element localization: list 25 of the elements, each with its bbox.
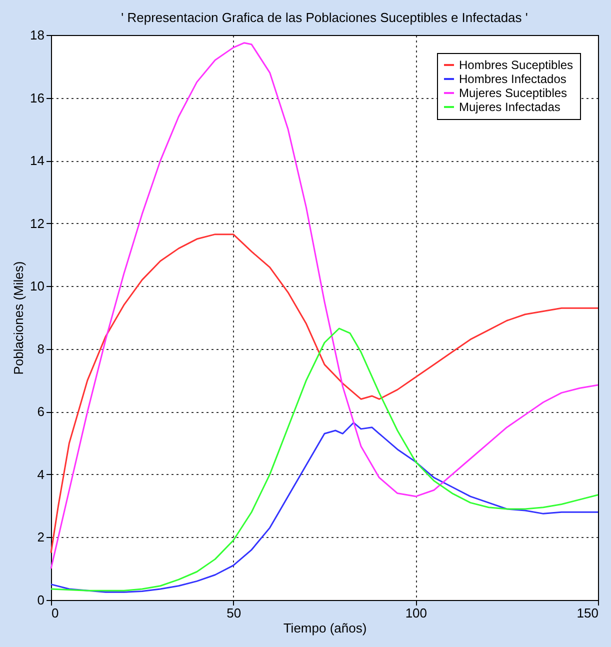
y-tick-label: 10 <box>30 278 44 294</box>
line-series <box>50 422 599 593</box>
legend-label: Mujeres Infectadas <box>459 100 560 114</box>
y-tick-label: 0 <box>37 592 44 608</box>
line-series <box>50 234 599 554</box>
y-tick-label: 8 <box>37 341 44 356</box>
legend-label: Hombres Infectados <box>459 72 566 86</box>
x-tick-label: 0 <box>52 606 59 620</box>
legend-label: Mujeres Suceptibles <box>459 86 568 100</box>
y-tick-label: 6 <box>37 404 44 420</box>
y-tick-label: 16 <box>30 90 44 106</box>
y-tick-label: 12 <box>30 216 44 231</box>
x-tick-label: 100 <box>405 606 428 620</box>
x-tick-label: 150 <box>576 606 598 620</box>
y-tick-label: 18 <box>30 28 44 42</box>
line-series <box>50 42 599 570</box>
chart-title: ' Representacion Grafica de las Poblaciones Suceptibles e Infectadas ' <box>121 10 528 25</box>
legend-label: Hombres Suceptibles <box>459 58 574 72</box>
line-series <box>50 328 599 592</box>
x-tick-label: 50 <box>226 606 242 620</box>
y-tick-label: 14 <box>30 153 44 168</box>
y-tick-label: 4 <box>37 466 44 482</box>
y-tick-label: 2 <box>37 530 44 545</box>
x-axis-title: Tiempo (años) <box>283 620 367 636</box>
y-axis-title: Poblaciones (Miles) <box>11 261 26 375</box>
